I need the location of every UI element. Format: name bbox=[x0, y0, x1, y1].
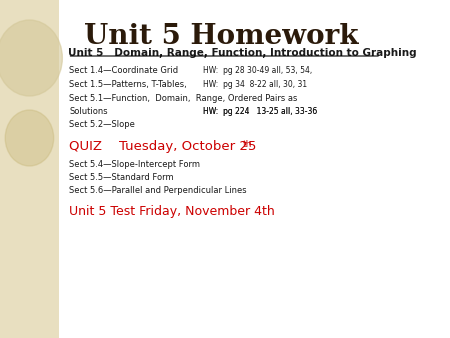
Circle shape bbox=[0, 20, 63, 96]
Text: Sect 5.6—Parallel and Perpendicular Lines: Sect 5.6—Parallel and Perpendicular Line… bbox=[69, 186, 247, 195]
Text: Unit 5 Test Friday, November 4th: Unit 5 Test Friday, November 4th bbox=[69, 205, 275, 218]
Text: Unit 5   Domain, Range, Function, Introduction to Graphing: Unit 5 Domain, Range, Function, Introduc… bbox=[68, 48, 416, 58]
Text: Solutions: Solutions bbox=[69, 107, 108, 116]
Text: Sect 5.1—Function,  Domain,  Range, Ordered Pairs as: Sect 5.1—Function, Domain, Range, Ordere… bbox=[69, 94, 297, 103]
Text: Sect 1.4—Coordinate Grid: Sect 1.4—Coordinate Grid bbox=[69, 66, 178, 75]
Text: Sect 1.5—Patterns, T-Tables,: Sect 1.5—Patterns, T-Tables, bbox=[69, 80, 187, 89]
FancyBboxPatch shape bbox=[0, 0, 59, 338]
Text: HW:  pg 34  8-22 all, 30, 31: HW: pg 34 8-22 all, 30, 31 bbox=[203, 80, 308, 89]
Text: th: th bbox=[243, 140, 252, 149]
Text: HW:  pg 224   13-25 all, 33-36: HW: pg 224 13-25 all, 33-36 bbox=[203, 107, 318, 116]
Text: HW:  pg 28 30-49 all, 53, 54,: HW: pg 28 30-49 all, 53, 54, bbox=[203, 66, 313, 75]
Circle shape bbox=[5, 110, 54, 166]
Text: Sect 5.2—Slope: Sect 5.2—Slope bbox=[69, 120, 135, 129]
Text: Unit 5 Homework: Unit 5 Homework bbox=[84, 23, 358, 50]
Text: HW:  pg 224   13-25 all, 33-36: HW: pg 224 13-25 all, 33-36 bbox=[203, 107, 318, 116]
Text: QUIZ    Tuesday, October 25: QUIZ Tuesday, October 25 bbox=[69, 140, 256, 153]
Text: Sect 5.4—Slope-Intercept Form: Sect 5.4—Slope-Intercept Form bbox=[69, 160, 200, 169]
Text: Sect 5.5—Standard Form: Sect 5.5—Standard Form bbox=[69, 173, 174, 182]
